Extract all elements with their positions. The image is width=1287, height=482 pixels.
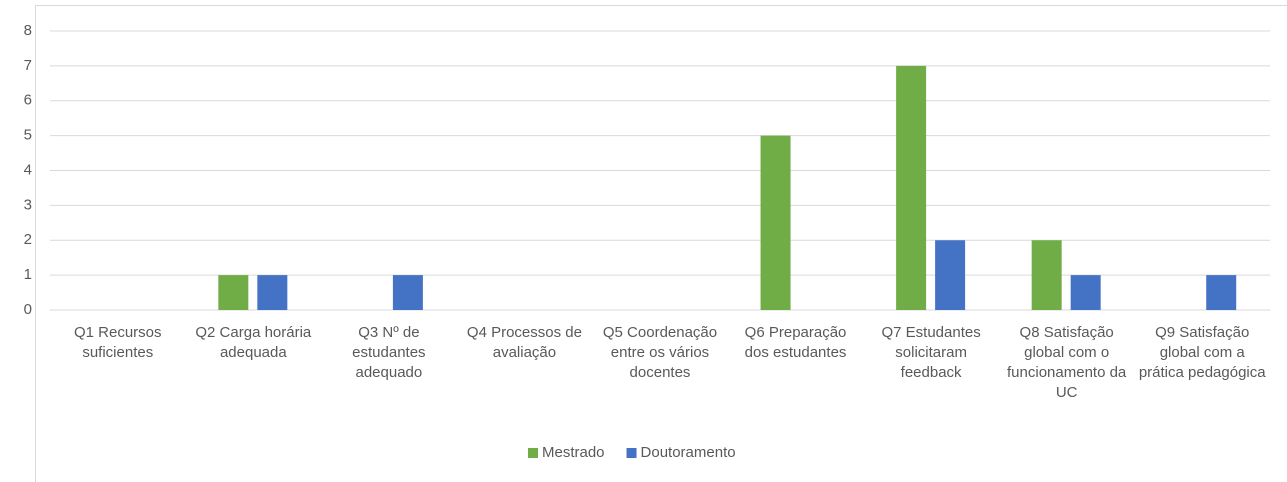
legend-label: Doutoramento <box>641 444 736 461</box>
y-tick-label: 0 <box>24 301 32 318</box>
bar <box>896 65 927 310</box>
x-tick-label: Q5 Coordenação entre os vários docentes <box>602 324 718 381</box>
y-tick-label: 8 <box>24 22 32 39</box>
bar <box>392 275 423 310</box>
x-tick-label: Q3 Nº de estudantes adequado <box>352 324 426 381</box>
chart-border <box>35 5 1287 482</box>
legend-label: Mestrado <box>542 444 605 461</box>
x-tick-label: Q6 Preparação dos estudantes <box>744 324 847 361</box>
x-tick-label: Q1 Recursos suficientes <box>73 324 162 361</box>
y-tick-label: 7 <box>24 57 32 74</box>
y-tick-label: 4 <box>24 161 32 178</box>
x-tick-label: Q8 Satisfação global com o funcionamento… <box>1007 324 1127 401</box>
y-tick-label: 5 <box>24 127 32 144</box>
x-tick-label: Q4 Processos de avaliação <box>466 324 582 361</box>
bar <box>1206 275 1237 310</box>
x-tick-label: Q7 Estudantes solicitaram feedback <box>881 324 981 381</box>
y-tick-label: 2 <box>24 231 32 248</box>
bar <box>1031 240 1062 310</box>
legend-swatch <box>626 448 637 458</box>
bar <box>1070 275 1101 310</box>
x-tick-label: Q9 Satisfação global com a prática pedag… <box>1138 324 1266 381</box>
x-tick-label: Q2 Carga horária adequada <box>195 324 312 361</box>
y-tick-label: 3 <box>24 196 32 213</box>
legend-swatch <box>528 448 538 458</box>
bar <box>760 135 791 310</box>
bar <box>257 275 288 310</box>
bar <box>935 240 966 310</box>
bar <box>218 275 249 310</box>
y-tick-label: 1 <box>24 266 32 283</box>
y-tick-label: 6 <box>24 92 32 109</box>
